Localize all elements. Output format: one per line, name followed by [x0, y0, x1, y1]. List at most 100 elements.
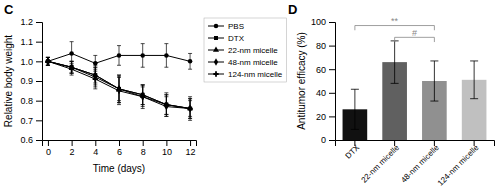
tick-mark [95, 140, 96, 146]
error-bar-cap [93, 69, 97, 70]
error-bar-cap [117, 77, 121, 78]
tick-mark [48, 140, 49, 146]
error-bar-cap [141, 84, 145, 85]
legend-marker [213, 46, 219, 51]
significance-bracket [395, 37, 435, 42]
error-bar-cap [141, 43, 145, 44]
error-bar-cap [164, 67, 168, 68]
marker [117, 53, 122, 58]
error-bar [117, 46, 121, 66]
error-bar-cap [164, 94, 168, 95]
error-bar-cap [188, 120, 192, 121]
tick-label: 1.1 [20, 37, 33, 47]
error-bar-cap [164, 114, 168, 115]
tick: 0.7 [20, 116, 42, 126]
tick-label: 1.2 [20, 17, 33, 27]
marker [140, 94, 145, 99]
significance-label: ** [391, 16, 399, 26]
marker [45, 59, 50, 64]
tick: 0 [321, 135, 335, 145]
panel: D020406080100Antitumor efficacy (%)DTX22… [288, 2, 495, 188]
y-axis: 020406080100 [311, 17, 336, 145]
error-bar-stem [394, 41, 395, 83]
error-bar-cap [46, 57, 50, 58]
significance-bracket [355, 26, 435, 31]
error-bar-cap [46, 65, 50, 66]
marker [46, 58, 50, 65]
series [45, 57, 193, 118]
error-bar [188, 97, 192, 121]
error-bar [70, 61, 74, 73]
x-axis-title: Time (days) [93, 163, 145, 174]
panel-label: C [4, 2, 14, 17]
x-axis: 024681012 [43, 140, 197, 157]
line [48, 61, 190, 108]
error-bar-cap [164, 94, 168, 95]
tick-label: 0.7 [20, 116, 33, 126]
error-bar-stem [434, 61, 435, 101]
line [48, 61, 190, 108]
tick-label: DTX [344, 143, 362, 161]
tick: 20 [316, 112, 335, 122]
x-axis: DTX22-nm micelle48-nm micelle124-nm mice… [336, 140, 495, 188]
marker [164, 53, 169, 58]
error-bar [351, 89, 359, 129]
error-bar [46, 57, 50, 65]
tick-mark [119, 140, 120, 146]
tick-label: 0 [321, 135, 326, 145]
error-bar-cap [117, 65, 121, 66]
tick: 1.0 [20, 57, 42, 67]
tick-label: 60 [316, 65, 326, 75]
tick-mark [72, 140, 73, 146]
error-bar [470, 61, 478, 99]
error-bar-cap [117, 75, 121, 76]
error-bar-cap [93, 65, 97, 66]
legend-label: 48-nm micelle [228, 58, 278, 67]
series [46, 57, 192, 116]
error-bar-stem [354, 89, 355, 129]
tick: 48-nm micelle [399, 140, 441, 185]
legend-item: 124-nm micelle [208, 70, 283, 79]
marker [69, 67, 74, 72]
error-bar [164, 93, 168, 117]
error-bar-cap [46, 65, 50, 66]
tick-label: 10 [162, 147, 172, 157]
tick: 4 [93, 140, 98, 157]
tick-mark [329, 69, 335, 70]
tick: 100 [311, 17, 335, 27]
significance-label: # [412, 28, 417, 38]
marker [116, 88, 121, 93]
error-bar [430, 61, 438, 101]
error-bar-cap [430, 60, 438, 61]
panel: C0.60.70.80.91.01.11.2Relative body weig… [3, 2, 286, 174]
axis-line [329, 23, 336, 141]
marker [187, 106, 192, 111]
error-bar-cap [164, 92, 168, 93]
tick-label: 0.6 [20, 135, 33, 145]
annotations: ** # [355, 16, 435, 42]
tick-label: 124-nm micelle [436, 143, 481, 188]
error-bar-cap [70, 61, 74, 62]
legend-item: DTX [208, 34, 245, 43]
error-bar-stem [474, 61, 475, 99]
marker [93, 76, 98, 81]
tick-mark [36, 61, 42, 62]
error-bar-cap [93, 67, 97, 68]
tick-mark [190, 140, 191, 146]
error-bar [46, 57, 50, 65]
y-axis: 0.60.70.80.91.01.11.2 [20, 17, 42, 145]
error-bar-cap [141, 108, 145, 109]
tick-label: 12 [186, 147, 196, 157]
error-bar-cap [46, 65, 50, 66]
tick: 124-nm micelle [436, 140, 481, 188]
plot-area [343, 41, 487, 140]
error-bar-cap [46, 65, 50, 66]
marker [93, 61, 98, 66]
panel-label: D [288, 2, 297, 17]
tick-mark [329, 46, 335, 47]
line [48, 61, 190, 108]
legend-marker [214, 58, 218, 65]
tick-mark [36, 120, 42, 121]
tick-label: 4 [93, 147, 98, 157]
error-bar-cap [470, 98, 478, 99]
